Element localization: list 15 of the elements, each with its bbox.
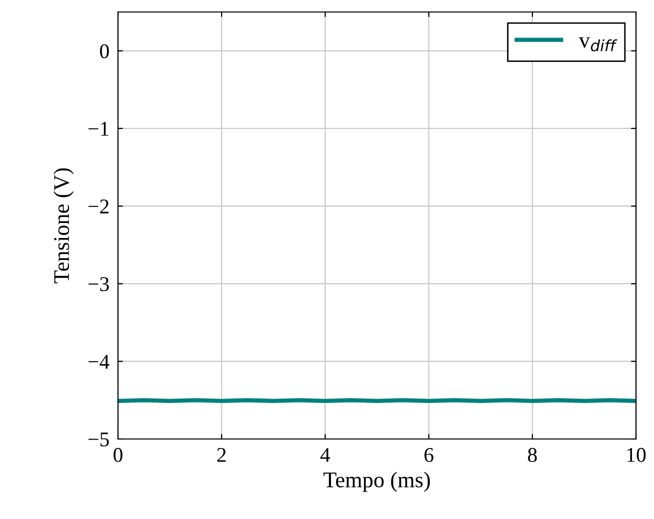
- y-tick-label: −3: [88, 277, 109, 292]
- y-tick-label: −5: [88, 432, 109, 446]
- legend-label: v$_{diff}$: [578, 37, 618, 52]
- x-tick-label: 2: [217, 448, 226, 462]
- y-tick-label: 0: [100, 44, 109, 58]
- x-tick-label: 10: [627, 448, 646, 462]
- y-axis-title: Tensione (V): [53, 168, 74, 284]
- y-tick-label: −4: [88, 354, 110, 369]
- x-axis-title: Tempo (ms): [324, 472, 430, 492]
- y-tick-label: −2: [88, 200, 109, 214]
- x-tick-label: 4: [320, 448, 330, 462]
- x-tick-label: 6: [424, 448, 434, 462]
- y-tick-label: −1: [88, 122, 108, 136]
- x-tick-label: 0: [114, 448, 122, 462]
- x-tick-label: 8: [528, 448, 537, 462]
